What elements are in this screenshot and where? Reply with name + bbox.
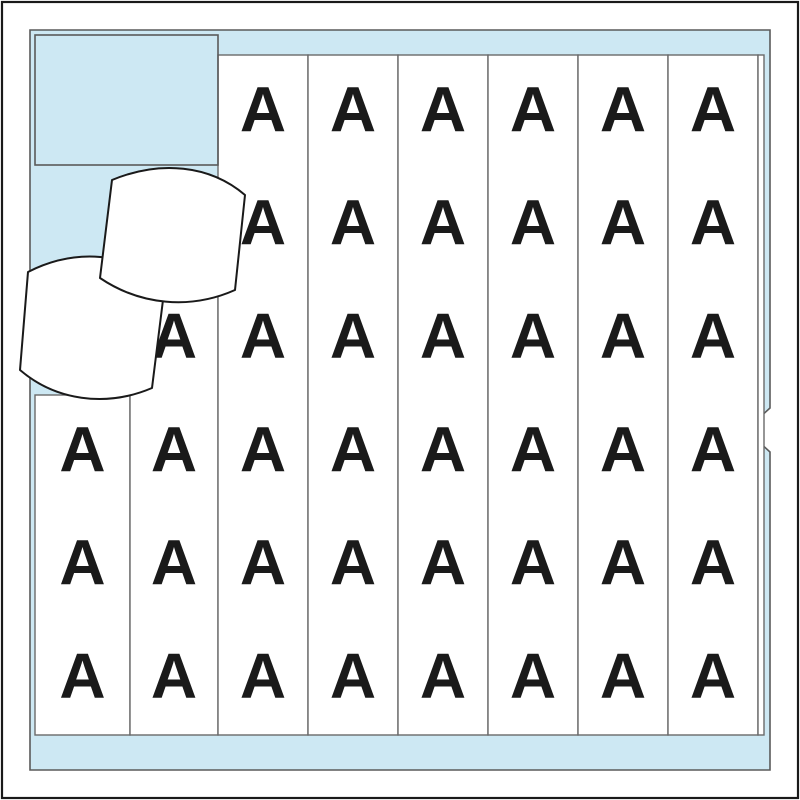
label-column-6: [578, 55, 668, 735]
label-column-4: [398, 55, 488, 735]
label-sheet-svg: AAAAAAAAAAAAAAAAAAAAAAAAAAAAAAAAAAAAAAAA…: [0, 0, 800, 800]
peeling-label-a: [100, 168, 245, 302]
right-sliver: [758, 55, 764, 735]
label-column-5: [488, 55, 578, 735]
label-sheet-stage: AAAAAAAAAAAAAAAAAAAAAAAAAAAAAAAAAAAAAAAA…: [0, 0, 800, 800]
label-column-3: [308, 55, 398, 735]
label-column-7: [668, 55, 758, 735]
label-column-0: [35, 395, 130, 735]
label-column-2: [218, 55, 308, 735]
